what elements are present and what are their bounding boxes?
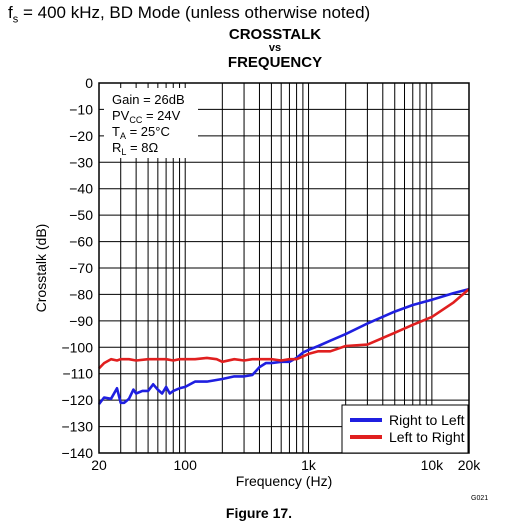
- chart-title-line-2: vs: [268, 42, 282, 54]
- grid-lines: [98, 82, 470, 454]
- x-tick-label: 100: [174, 457, 198, 473]
- x-axis-label: Frequency (Hz): [236, 473, 332, 489]
- legend-label-right-to-left: Right to Left: [389, 412, 465, 428]
- figure-caption: Figure 17.: [225, 505, 293, 521]
- x-tick-label: 20: [91, 457, 107, 473]
- conditions-background: [104, 88, 198, 158]
- y-axis-label: Crosstalk (dB): [33, 224, 49, 313]
- y-tick-label: −30: [69, 154, 93, 170]
- condition-gain: Gain = 26dB: [112, 92, 185, 107]
- y-tick-label: −120: [61, 392, 93, 408]
- graph-code: G021: [471, 495, 488, 502]
- condition-supply: PVCC = 24V: [112, 108, 181, 125]
- y-tick-label: −10: [69, 101, 93, 117]
- chart-title-line-3: FREQUENCY: [227, 54, 323, 71]
- y-tick-label: −140: [61, 445, 93, 461]
- y-tick-label: 0: [85, 75, 93, 91]
- legend-frame: [341, 404, 469, 454]
- x-tick-label: 20k: [458, 457, 482, 473]
- y-tick-label: −110: [63, 366, 94, 382]
- x-tick-label: 10k: [421, 457, 445, 473]
- legend: Right to Left Left to Right: [341, 404, 469, 454]
- y-tick-label: −90: [69, 313, 93, 329]
- chart-header: fs = 400 kHz, BD Mode (unless otherwise …: [8, 3, 370, 25]
- header-subscript: s: [12, 13, 19, 26]
- y-tick-label: −50: [69, 207, 93, 223]
- series-line-left-to-right: [98, 288, 470, 370]
- condition-temperature: TA = 25°C: [112, 124, 170, 141]
- plot-frame: [98, 82, 470, 454]
- series-lines: [97, 287, 470, 405]
- y-tick-label: −20: [69, 128, 93, 144]
- y-tick-label: −70: [69, 260, 93, 276]
- header-symbol: f: [8, 3, 13, 22]
- condition-load: RL = 8Ω: [112, 140, 158, 157]
- y-tick-label: −60: [69, 234, 93, 250]
- y-tick-label: −80: [69, 286, 93, 302]
- tick-labels: 0 −10 −20 −30 −40 −50 −60 −70 −80 −90 −100 −110 −120…: [61, 75, 481, 473]
- header-text: = 400 kHz, BD Mode (unless otherwise not…: [18, 3, 371, 22]
- chart-title-line-1: CROSSTALK: [228, 26, 322, 43]
- y-tick-label: −130: [61, 419, 93, 435]
- y-tick-label: −100: [61, 339, 93, 355]
- legend-label-left-to-right: Left to Right: [389, 429, 465, 445]
- conditions-box: Gain = 26dB PVCC = 24V TA = 25°C RL = 8Ω: [104, 88, 198, 158]
- y-tick-label: −40: [69, 181, 93, 197]
- series-line-right-to-left: [97, 287, 470, 405]
- x-tick-label: 1k: [301, 457, 317, 473]
